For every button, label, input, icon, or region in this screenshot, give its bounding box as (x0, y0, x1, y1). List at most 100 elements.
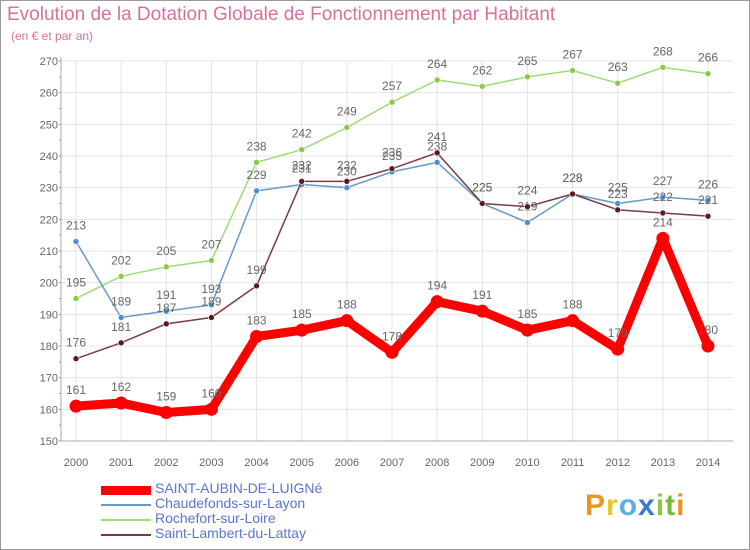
x-tick-label-2006: 2006 (335, 457, 359, 469)
data-label-3-2001: 162 (111, 380, 131, 394)
x-tick-label-2004: 2004 (244, 457, 268, 469)
data-label-0-2008: 264 (427, 57, 447, 71)
series-point-2-2006 (343, 178, 351, 185)
series-point-1-2013 (659, 193, 667, 201)
data-label-2-2014: 221 (698, 193, 718, 207)
series-point-3-2013 (656, 231, 670, 245)
data-label-1-2001: 189 (111, 295, 131, 309)
data-label-2-2002: 187 (156, 301, 176, 315)
series-point-1-2002 (162, 307, 170, 315)
y-tick-label-160: 160 (40, 404, 58, 416)
series-point-2-2000 (72, 355, 80, 362)
series-point-0-2005 (298, 146, 306, 153)
proxiti-logo: Proxiti (585, 489, 685, 523)
data-label-1-2004: 229 (247, 168, 267, 182)
data-label-3-2003: 160 (201, 386, 221, 400)
series-point-2-2004 (253, 282, 260, 290)
data-label-1-2008: 238 (427, 139, 447, 153)
data-label-1-2007: 235 (382, 149, 402, 163)
data-label-0-2001: 202 (111, 253, 131, 267)
series-point-0-2003 (208, 257, 215, 264)
x-tick-label-2005: 2005 (289, 457, 313, 469)
data-label-0-2011: 267 (563, 48, 583, 62)
series-point-3-2012 (611, 342, 625, 356)
data-label-2-2001: 181 (111, 320, 131, 334)
x-tick-label-2009: 2009 (470, 457, 494, 469)
legend-swatch (101, 504, 151, 506)
data-label-3-2002: 159 (156, 390, 176, 404)
series-point-1-2006 (343, 184, 351, 191)
series-point-2-2001 (117, 339, 125, 347)
proxiti-letter: i (676, 489, 686, 522)
series-point-0-2006 (343, 124, 351, 131)
legend-swatch (101, 519, 151, 521)
y-tick-label-150: 150 (40, 436, 58, 448)
x-tick-label-2012: 2012 (605, 457, 629, 469)
series-point-2-2011 (569, 190, 576, 198)
series-point-2-2005 (298, 178, 306, 185)
series-point-0-2002 (162, 263, 170, 271)
series-point-3-2000 (69, 399, 83, 413)
x-tick-label-2000: 2000 (64, 457, 88, 469)
y-tick-label-200: 200 (40, 278, 58, 290)
data-label-3-2010: 185 (517, 307, 537, 321)
y-tick-label-220: 220 (40, 214, 58, 226)
data-label-2-2008: 241 (427, 130, 447, 144)
data-label-2-2012: 223 (608, 187, 628, 201)
y-tick-label-170: 170 (40, 373, 58, 385)
series-point-1-2012 (614, 200, 622, 207)
legend-swatch (101, 534, 151, 536)
x-tick-label-2011: 2011 (561, 457, 585, 469)
series-point-3-2002 (159, 406, 173, 419)
chart-subtitle: (en € et par an) (11, 29, 94, 43)
x-tick-label-2010: 2010 (515, 457, 539, 469)
data-label-3-2000: 161 (66, 383, 86, 397)
data-label-3-2005: 185 (292, 307, 312, 321)
proxiti-letter: P (585, 489, 607, 522)
data-label-3-2006: 188 (337, 298, 357, 312)
y-tick-label-240: 240 (40, 151, 58, 163)
proxiti-letter: r (606, 489, 619, 522)
series-point-0-2013 (659, 64, 667, 71)
data-label-2-2009: 225 (472, 181, 492, 195)
series-point-0-2007 (388, 98, 396, 106)
series-point-1-2010 (524, 219, 531, 226)
series-point-3-2009 (475, 304, 489, 318)
series-point-1-2004 (253, 187, 260, 195)
data-label-1-2003: 193 (201, 282, 221, 296)
series-point-0-2011 (569, 67, 576, 74)
data-label-0-2007: 257 (382, 79, 402, 93)
legend-label: Rochefort-sur-Loire (155, 510, 276, 526)
series-point-3-2003 (204, 402, 218, 416)
data-label-0-2009: 262 (472, 63, 492, 77)
data-label-3-2011: 188 (563, 298, 583, 312)
data-label-1-2009: 225 (472, 181, 492, 195)
legend-label: Saint-Lambert-du-Lattay (155, 525, 306, 541)
data-label-3-2004: 183 (247, 314, 267, 328)
data-label-2-2005: 232 (292, 158, 312, 172)
series-point-0-2010 (524, 73, 531, 81)
data-label-0-2003: 207 (201, 238, 221, 252)
series-point-0-2012 (614, 79, 622, 87)
series-point-0-2000 (72, 295, 80, 302)
data-label-1-2014: 226 (698, 177, 718, 191)
legend-label: Chaudefonds-sur-Layon (155, 495, 306, 511)
data-label-0-2012: 263 (608, 60, 628, 74)
y-tick-label-190: 190 (40, 309, 58, 321)
series-point-3-2006 (340, 314, 354, 328)
series-point-1-2008 (433, 159, 441, 166)
data-label-1-2002: 191 (156, 288, 176, 302)
series-point-0-2014 (704, 70, 712, 77)
series-point-0-2004 (253, 159, 260, 166)
data-label-2-2003: 189 (201, 295, 221, 309)
x-tick-label-2014: 2014 (696, 457, 720, 469)
x-tick-label-2001: 2001 (109, 457, 133, 469)
series-point-0-2008 (433, 76, 441, 84)
data-label-3-2008: 194 (427, 279, 447, 293)
x-tick-label-2007: 2007 (380, 457, 404, 469)
data-label-2-2006: 232 (337, 158, 357, 172)
proxiti-letter: t (665, 489, 677, 522)
data-label-3-2009: 191 (472, 288, 492, 302)
